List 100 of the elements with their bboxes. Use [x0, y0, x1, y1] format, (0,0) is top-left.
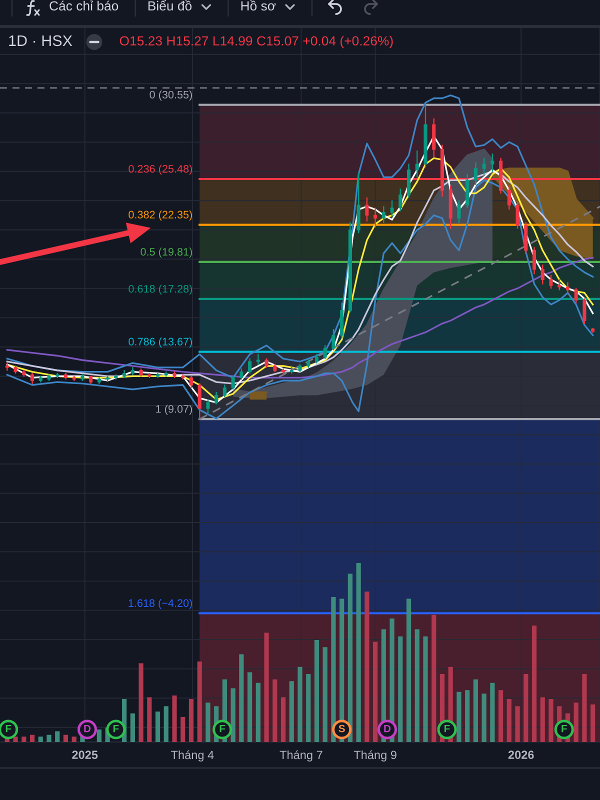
candlestick [273, 364, 277, 372]
candlestick [457, 200, 461, 223]
candlestick [156, 372, 160, 378]
candlestick [298, 364, 302, 372]
candlestick [306, 360, 310, 368]
candlestick [340, 302, 344, 339]
candlestick [432, 118, 436, 158]
series-label: D [84, 724, 91, 732]
candlestick [38, 376, 42, 382]
candlestick [22, 370, 26, 377]
x-tick-label: Tháng 9 [354, 750, 396, 762]
bar [306, 674, 311, 742]
candlestick [524, 222, 528, 254]
candlestick [474, 162, 478, 185]
candlestick [314, 354, 319, 364]
candlestick [482, 158, 486, 175]
candlestick [198, 383, 202, 420]
bar [72, 736, 76, 742]
candlestick [14, 366, 18, 374]
candlestick [507, 186, 511, 210]
ref-line-label: 0.618 (17.28) [128, 284, 192, 295]
candlestick [466, 174, 470, 208]
bar [432, 614, 436, 742]
bar [322, 647, 328, 742]
ref-line-label: 0.382 (22.35) [128, 210, 192, 221]
candlestick [448, 186, 452, 229]
candlestick [72, 376, 76, 381]
candlestick [558, 279, 562, 290]
text: Hồ sơ [241, 0, 276, 11]
candlestick [172, 371, 176, 378]
bar [46, 734, 52, 742]
candlestick [130, 367, 134, 376]
candlestick [64, 372, 68, 380]
candlestick [490, 153, 494, 172]
candlestick [566, 282, 570, 295]
candlestick [164, 371, 168, 377]
candlestick [549, 274, 553, 289]
candlestick [114, 374, 118, 380]
bar [30, 734, 35, 742]
bar [406, 598, 412, 742]
candlestick [80, 374, 84, 381]
text: F [444, 724, 450, 732]
bar [164, 706, 168, 742]
bar [130, 713, 135, 742]
candlestick [424, 104, 428, 168]
bar [498, 690, 504, 742]
bar [264, 632, 269, 742]
bar [532, 626, 537, 742]
candlestick [106, 376, 110, 381]
bar [55, 731, 60, 742]
candlestick [398, 188, 402, 212]
candlestick [406, 164, 411, 198]
bar [414, 629, 420, 742]
bar [574, 702, 578, 742]
ref-line-label: 1.618 (−4.20) [128, 598, 192, 610]
candlestick [382, 206, 386, 223]
bar [272, 679, 278, 742]
candlestick [214, 392, 218, 404]
candlestick [47, 374, 51, 381]
bar [298, 666, 302, 742]
bar [289, 681, 294, 742]
bar [582, 674, 587, 742]
bar [364, 592, 370, 742]
candlestick [323, 345, 327, 360]
bar [348, 574, 352, 742]
candlestick [415, 150, 419, 178]
series-label: F [562, 724, 567, 732]
x-tick-label: Tháng 7 [280, 750, 322, 762]
candlestick [240, 368, 244, 380]
candlestick [365, 197, 369, 222]
candlestick [139, 368, 143, 377]
bar [465, 690, 470, 742]
ref-line-label: 0.5 (19.81) [140, 248, 192, 258]
x-tick-label: 2025 [72, 750, 98, 760]
candlestick [582, 298, 586, 324]
candlestick [5, 362, 9, 371]
bar [248, 672, 252, 742]
ref-line-label: 1 (9.07) [156, 404, 192, 415]
bar [239, 654, 244, 742]
candlestick [248, 358, 252, 374]
bar [147, 697, 152, 742]
candlestick [390, 200, 394, 218]
candlestick [591, 328, 595, 333]
bar [423, 636, 428, 742]
bar [356, 563, 361, 742]
candlestick [256, 354, 260, 365]
text: F [220, 724, 226, 732]
bar [96, 729, 102, 742]
ref-line-label: 0.236 (25.48) [128, 164, 192, 175]
bar [473, 679, 478, 742]
bar [456, 692, 462, 742]
candlestick [532, 247, 536, 274]
x-tick-label: Tháng 4 [171, 750, 214, 762]
candlestick [332, 329, 336, 350]
bar [230, 688, 236, 742]
candlestick [148, 372, 152, 378]
candlestick [181, 374, 185, 380]
ref-line-label: 0.786 (13.67) [128, 338, 192, 348]
bar [13, 736, 18, 742]
candlestick [206, 399, 210, 414]
